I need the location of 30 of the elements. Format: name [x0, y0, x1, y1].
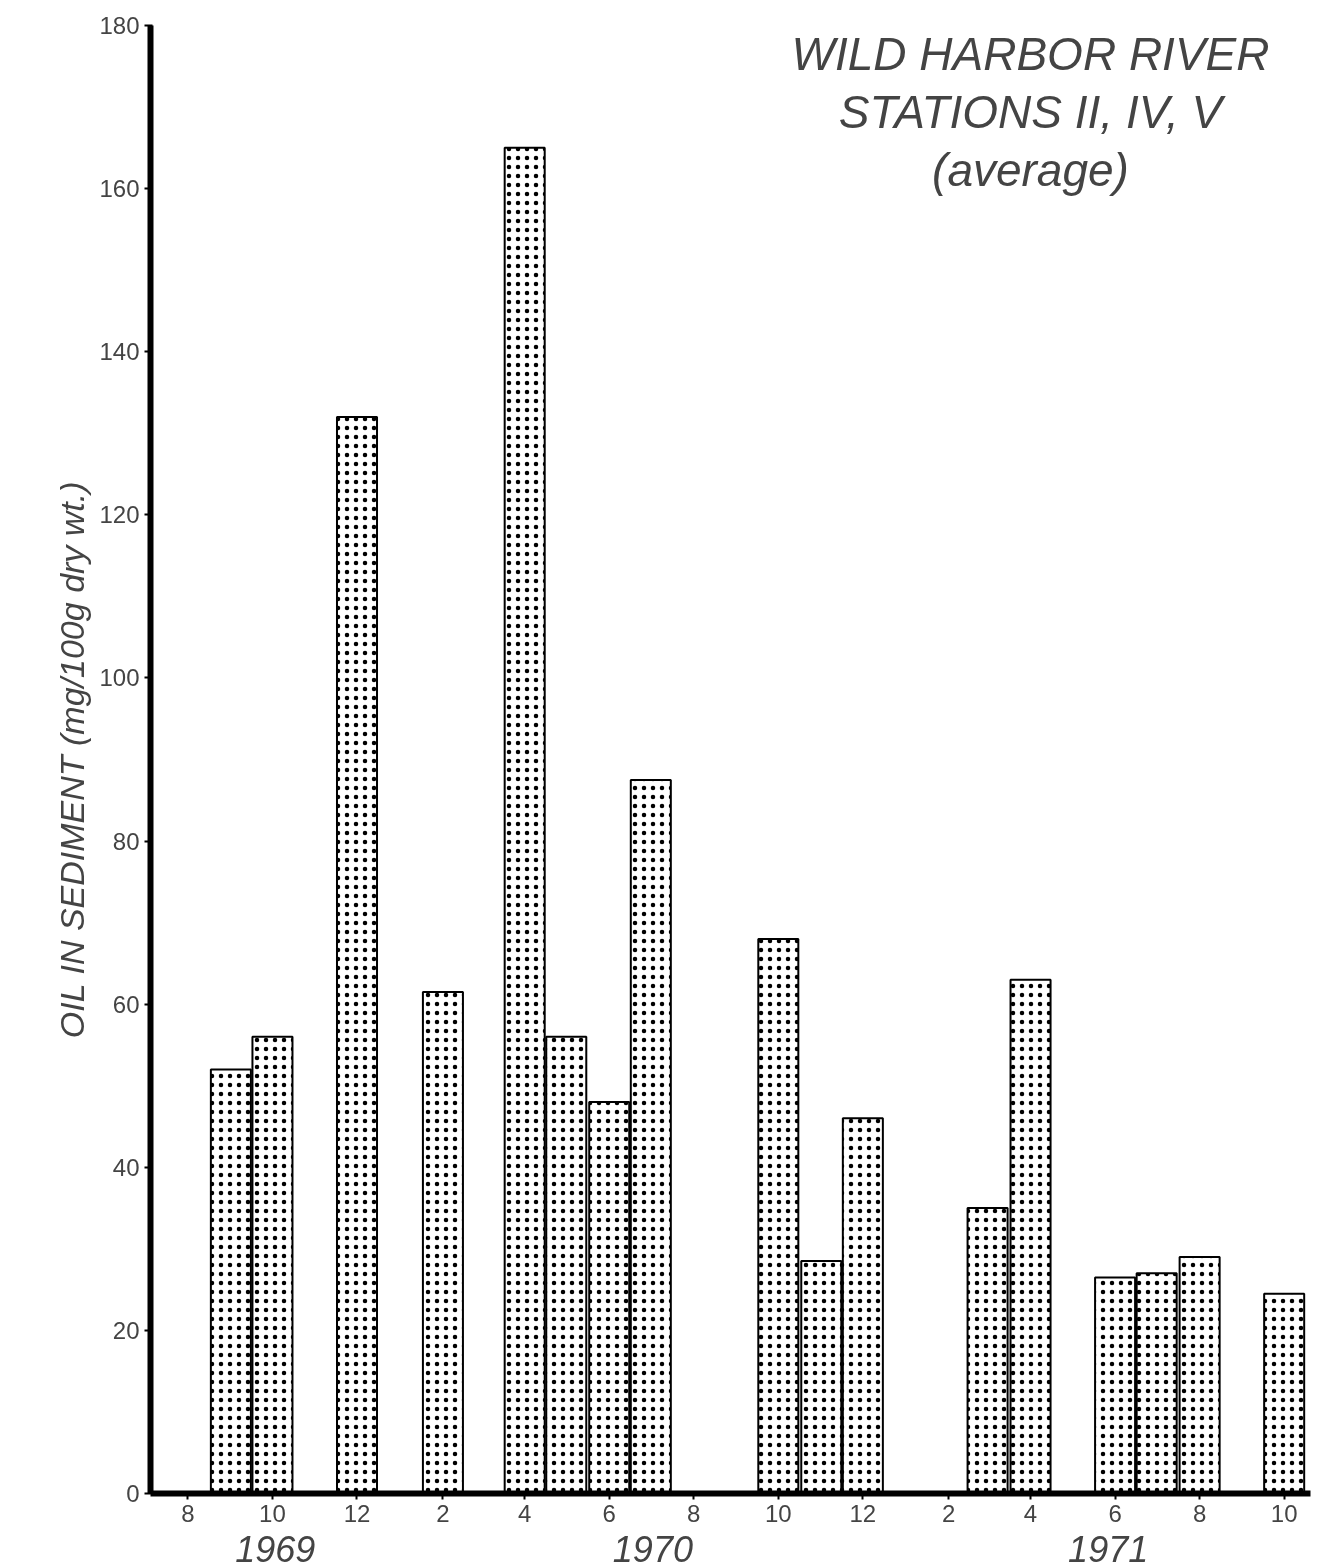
x-tick-label: 10 [764, 1499, 792, 1527]
x-tick-label: 4 [518, 1499, 532, 1527]
x-tick-label: 6 [602, 1499, 616, 1527]
x-tick-label: 2 [942, 1499, 956, 1527]
y-tick-label: 0 [126, 1480, 140, 1507]
y-tick-label: 20 [112, 1316, 140, 1344]
y-tick-label: 40 [112, 1153, 140, 1181]
y-tick-label: 140 [99, 338, 140, 366]
x-tick-label: 8 [687, 1499, 701, 1527]
text: WILD HARBOR RIVER STATIONS II, IV, V [791, 27, 1270, 138]
text: 1971 [1068, 1528, 1149, 1564]
x-tick-label: 6 [1108, 1499, 1122, 1527]
y-tick-label: 180 [99, 12, 140, 39]
y-tick-label: 60 [112, 990, 140, 1018]
x-tick-label: 12 [343, 1499, 371, 1527]
y-tick-label: 160 [99, 175, 140, 203]
y-tick-label: 120 [99, 501, 140, 529]
x-tick-label: 8 [181, 1499, 195, 1527]
y-tick-label: 100 [99, 664, 140, 692]
text: 1969 [235, 1528, 316, 1564]
x-tick-label: 2 [436, 1499, 450, 1527]
y-axis-title: OIL IN SEDIMENT (mg/100g dry wt.) [53, 481, 92, 1039]
text: 1970 [612, 1528, 693, 1564]
x-tick-label: 12 [849, 1499, 877, 1527]
x-tick-label: 8 [1192, 1499, 1207, 1527]
y-tick-label: 80 [112, 827, 140, 855]
x-tick-label: 10 [1270, 1499, 1298, 1527]
x-tick-label: 10 [259, 1499, 286, 1527]
x-tick-label: 4 [1023, 1499, 1038, 1527]
text: (average) [932, 143, 1129, 196]
